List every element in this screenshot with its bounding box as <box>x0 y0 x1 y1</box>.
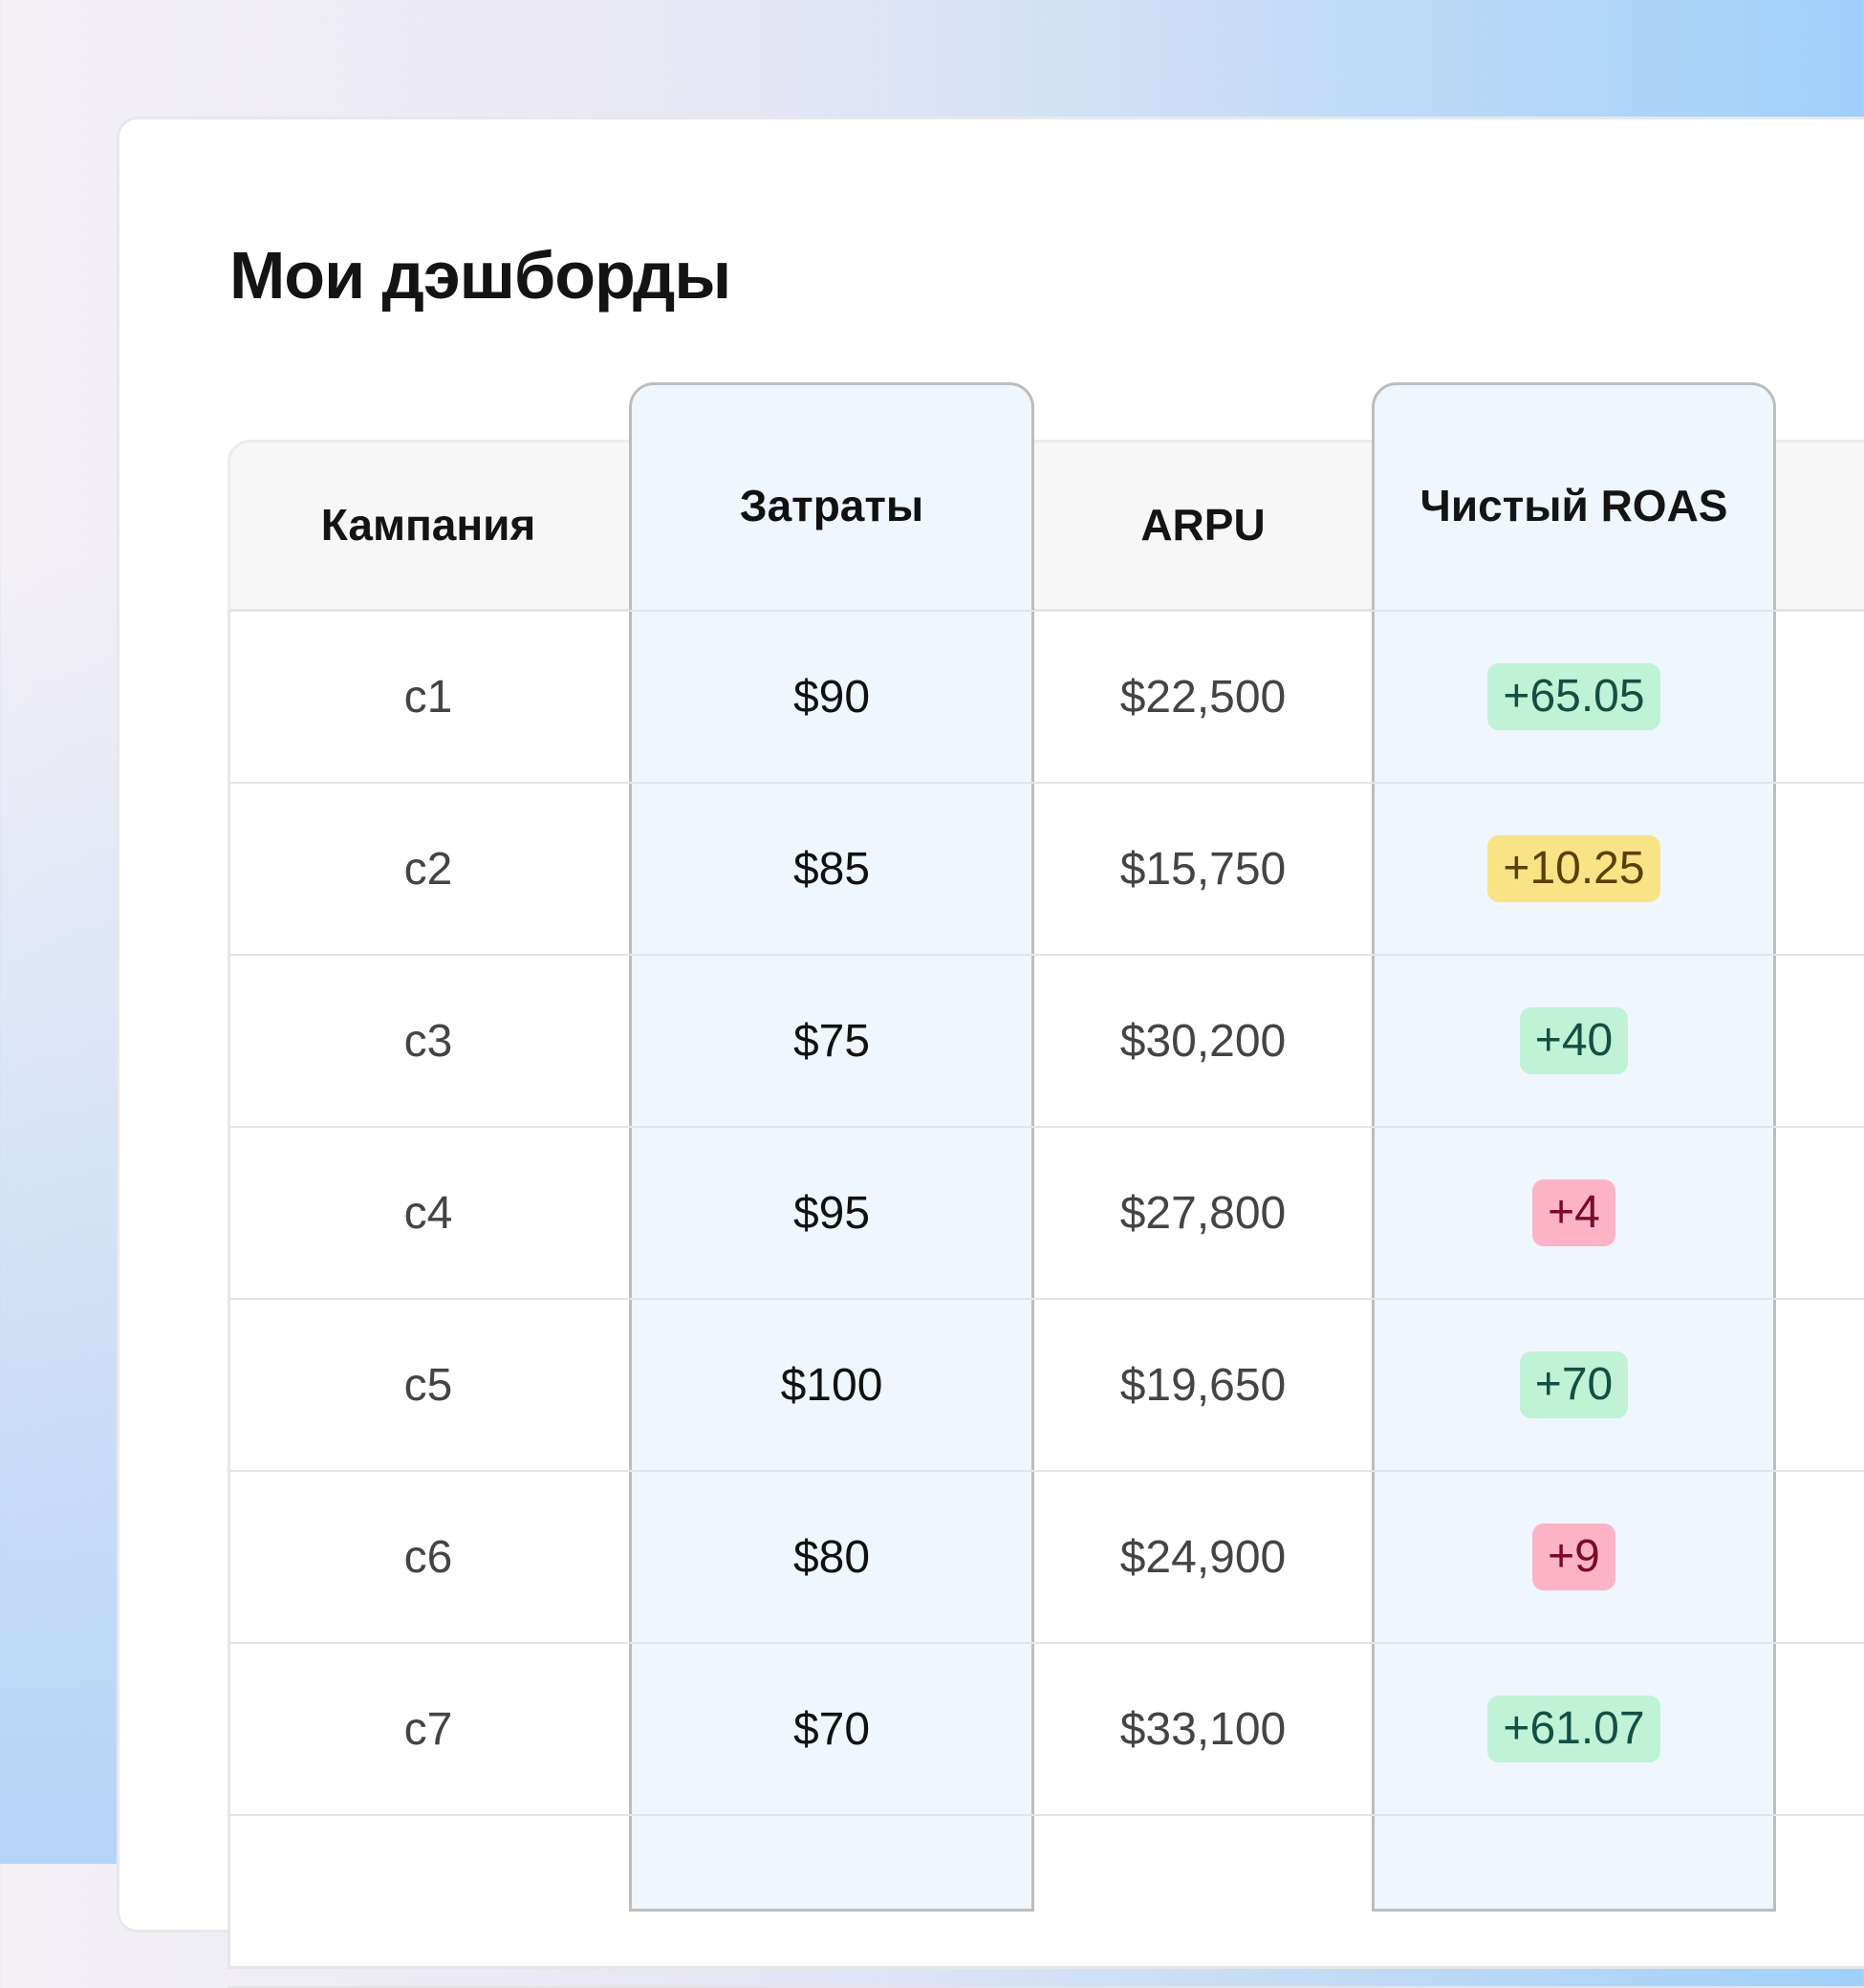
cell-net-roas: +10.25 <box>1372 784 1776 954</box>
table-row[interactable]: c3 $75 $30,200 +40 <box>228 956 1864 1128</box>
roas-badge: +4 <box>1532 1179 1615 1246</box>
cell-spend: $100 <box>780 1359 883 1411</box>
header-arpu[interactable]: ARPU <box>1140 500 1266 550</box>
table-row[interactable] <box>228 1816 1864 1988</box>
highlighted-column-spend <box>629 382 1034 1912</box>
cell-arpu: $30,200 <box>1119 1015 1287 1067</box>
cell-net-roas: +9 <box>1372 1472 1776 1642</box>
cell-campaign: c5 <box>403 1359 453 1411</box>
cell-arpu: $27,800 <box>1119 1187 1287 1239</box>
cell-net-roas: +40 <box>1372 956 1776 1126</box>
cell-net-roas: +65.05 <box>1372 612 1776 782</box>
cell-spend: $90 <box>792 671 871 723</box>
table-row[interactable]: c4 $95 $27,800 +4 <box>228 1128 1864 1300</box>
header-spend[interactable]: Затраты <box>739 481 924 530</box>
cell-net-roas: +70 <box>1372 1300 1776 1470</box>
cell-spend: $70 <box>792 1703 871 1755</box>
cell-campaign: c7 <box>403 1703 453 1755</box>
cell-spend: $80 <box>792 1531 871 1583</box>
cell-arpu: $24,900 <box>1119 1531 1287 1583</box>
table-row[interactable]: c5 $100 $19,650 +70 <box>228 1300 1864 1472</box>
cell-spend: $95 <box>792 1187 871 1239</box>
cell-campaign: c1 <box>403 671 453 723</box>
roas-badge: +65.05 <box>1487 663 1660 730</box>
table-row[interactable]: c1 $90 $22,500 +65.05 <box>228 612 1864 784</box>
cell-spend: $75 <box>792 1015 871 1067</box>
cell-arpu: $22,500 <box>1119 671 1287 723</box>
cell-campaign: c6 <box>403 1531 453 1583</box>
table-row[interactable]: c6 $80 $24,900 +9 <box>228 1472 1864 1644</box>
table-row[interactable]: c7 $70 $33,100 +61.07 <box>228 1644 1864 1816</box>
cell-arpu: $33,100 <box>1119 1703 1287 1755</box>
roas-badge: +70 <box>1519 1351 1629 1418</box>
page-title: Мои дэшборды <box>229 238 731 313</box>
cell-arpu: $19,650 <box>1119 1359 1287 1411</box>
cell-spend: $85 <box>792 843 871 895</box>
cell-net-roas: +61.07 <box>1372 1644 1776 1814</box>
table-row[interactable]: c2 $85 $15,750 +10.25 <box>228 784 1864 956</box>
roas-badge: +40 <box>1519 1007 1629 1074</box>
header-campaign[interactable]: Кампания <box>320 500 536 550</box>
table-header-row: Кампания Затраты ARPU Чистый ROAS <box>228 440 1864 612</box>
highlighted-column-roas <box>1372 382 1776 1912</box>
roas-badge: +9 <box>1532 1523 1615 1590</box>
roas-badge: +61.07 <box>1487 1696 1660 1762</box>
cell-campaign: c2 <box>403 843 453 895</box>
cell-arpu: $15,750 <box>1119 843 1287 895</box>
roas-badge: +10.25 <box>1487 835 1660 902</box>
cell-campaign: c3 <box>403 1015 453 1067</box>
header-net-roas[interactable]: Чистый ROAS <box>1420 481 1728 530</box>
cell-campaign: c4 <box>403 1187 453 1239</box>
cell-net-roas: +4 <box>1372 1128 1776 1298</box>
